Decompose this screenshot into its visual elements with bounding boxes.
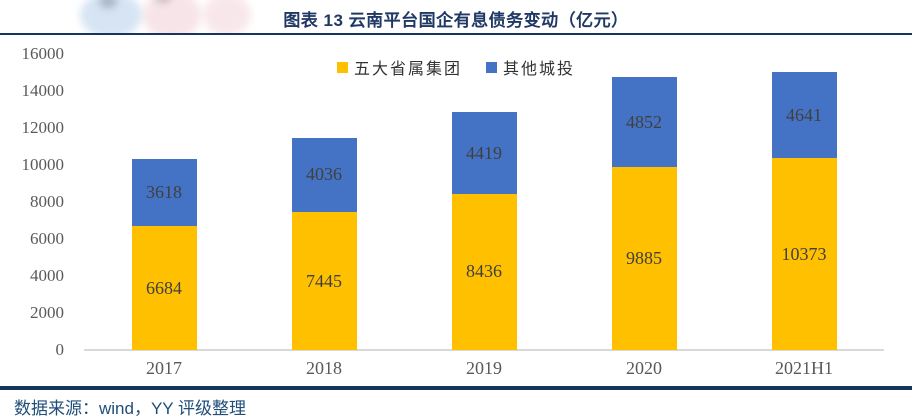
bar-value-label: 4419 <box>466 142 502 163</box>
x-axis-category-label: 2017 <box>146 358 182 378</box>
legend-item: 五大省属集团 <box>336 55 462 79</box>
footer-divider-rule <box>0 386 912 390</box>
bar-value-label: 9885 <box>626 248 662 269</box>
x-axis-category-label: 2019 <box>466 358 502 378</box>
bar-value-label: 4036 <box>306 164 342 185</box>
y-axis-tick-label: 10000 <box>21 155 65 174</box>
bar-value-label: 4852 <box>626 111 662 132</box>
bar-value-label: 4641 <box>786 104 822 125</box>
bar-segment-yellow-2019: 8436 <box>451 193 517 350</box>
y-axis-tick-label: 0 <box>55 340 65 359</box>
bar-value-label: 6684 <box>146 277 182 298</box>
bar-segment-blue-2019: 4419 <box>451 112 517 194</box>
bar-segment-blue-2021H1: 4641 <box>771 72 837 159</box>
bar-segment-yellow-2021H1: 10373 <box>771 158 837 350</box>
bar-segment-yellow-2017: 6684 <box>131 226 197 350</box>
legend-item: 其他城投 <box>486 55 575 79</box>
x-axis-category-label: 2021H1 <box>775 358 833 378</box>
y-axis-tick-label: 2000 <box>30 303 64 322</box>
y-axis-tick-label: 6000 <box>30 229 64 248</box>
y-axis-tick-label: 8000 <box>30 192 64 211</box>
x-axis-category-label: 2020 <box>626 358 662 378</box>
stacked-bar-chart: 五大省属集团 其他城投 0 2000 4000 6000 8000 10000 12000 14… <box>0 35 912 386</box>
bar-value-label: 10373 <box>781 243 827 264</box>
x-axis-category-label: 2018 <box>306 358 342 378</box>
chart-legend: 五大省属集团 其他城投 <box>0 55 912 79</box>
data-source-note: 数据来源：wind，YY 评级整理 <box>14 399 247 418</box>
bar-segment-blue-2018: 4036 <box>291 137 357 213</box>
chart-title: 图表 13 云南平台国企有息债务变动（亿元） <box>283 11 629 30</box>
header-divider-rule <box>0 33 912 35</box>
bar-value-label: 7445 <box>306 270 342 291</box>
y-axis-tick-label: 4000 <box>30 266 64 285</box>
legend-label: 其他城投 <box>503 61 576 78</box>
y-axis-tick-label: 12000 <box>21 118 65 137</box>
bar-segment-blue-2017: 3618 <box>131 159 197 227</box>
bar-value-label: 3618 <box>146 182 182 203</box>
bar-segment-yellow-2018: 7445 <box>291 212 357 350</box>
watermark-dark-shape <box>155 0 171 3</box>
legend-swatch-icon <box>336 61 348 73</box>
y-axis-tick-label: 16000 <box>21 44 65 63</box>
y-axis-tick-label: 14000 <box>21 81 65 100</box>
bar-segment-blue-2020: 4852 <box>611 77 677 168</box>
bar-value-label: 8436 <box>466 261 502 282</box>
chart-header: 图表 13 云南平台国企有息债务变动（亿元） <box>0 0 912 33</box>
legend-label: 五大省属集团 <box>353 61 462 78</box>
bar-segment-yellow-2020: 9885 <box>611 167 677 350</box>
x-axis-line <box>84 349 884 351</box>
legend-swatch-icon <box>486 61 497 73</box>
